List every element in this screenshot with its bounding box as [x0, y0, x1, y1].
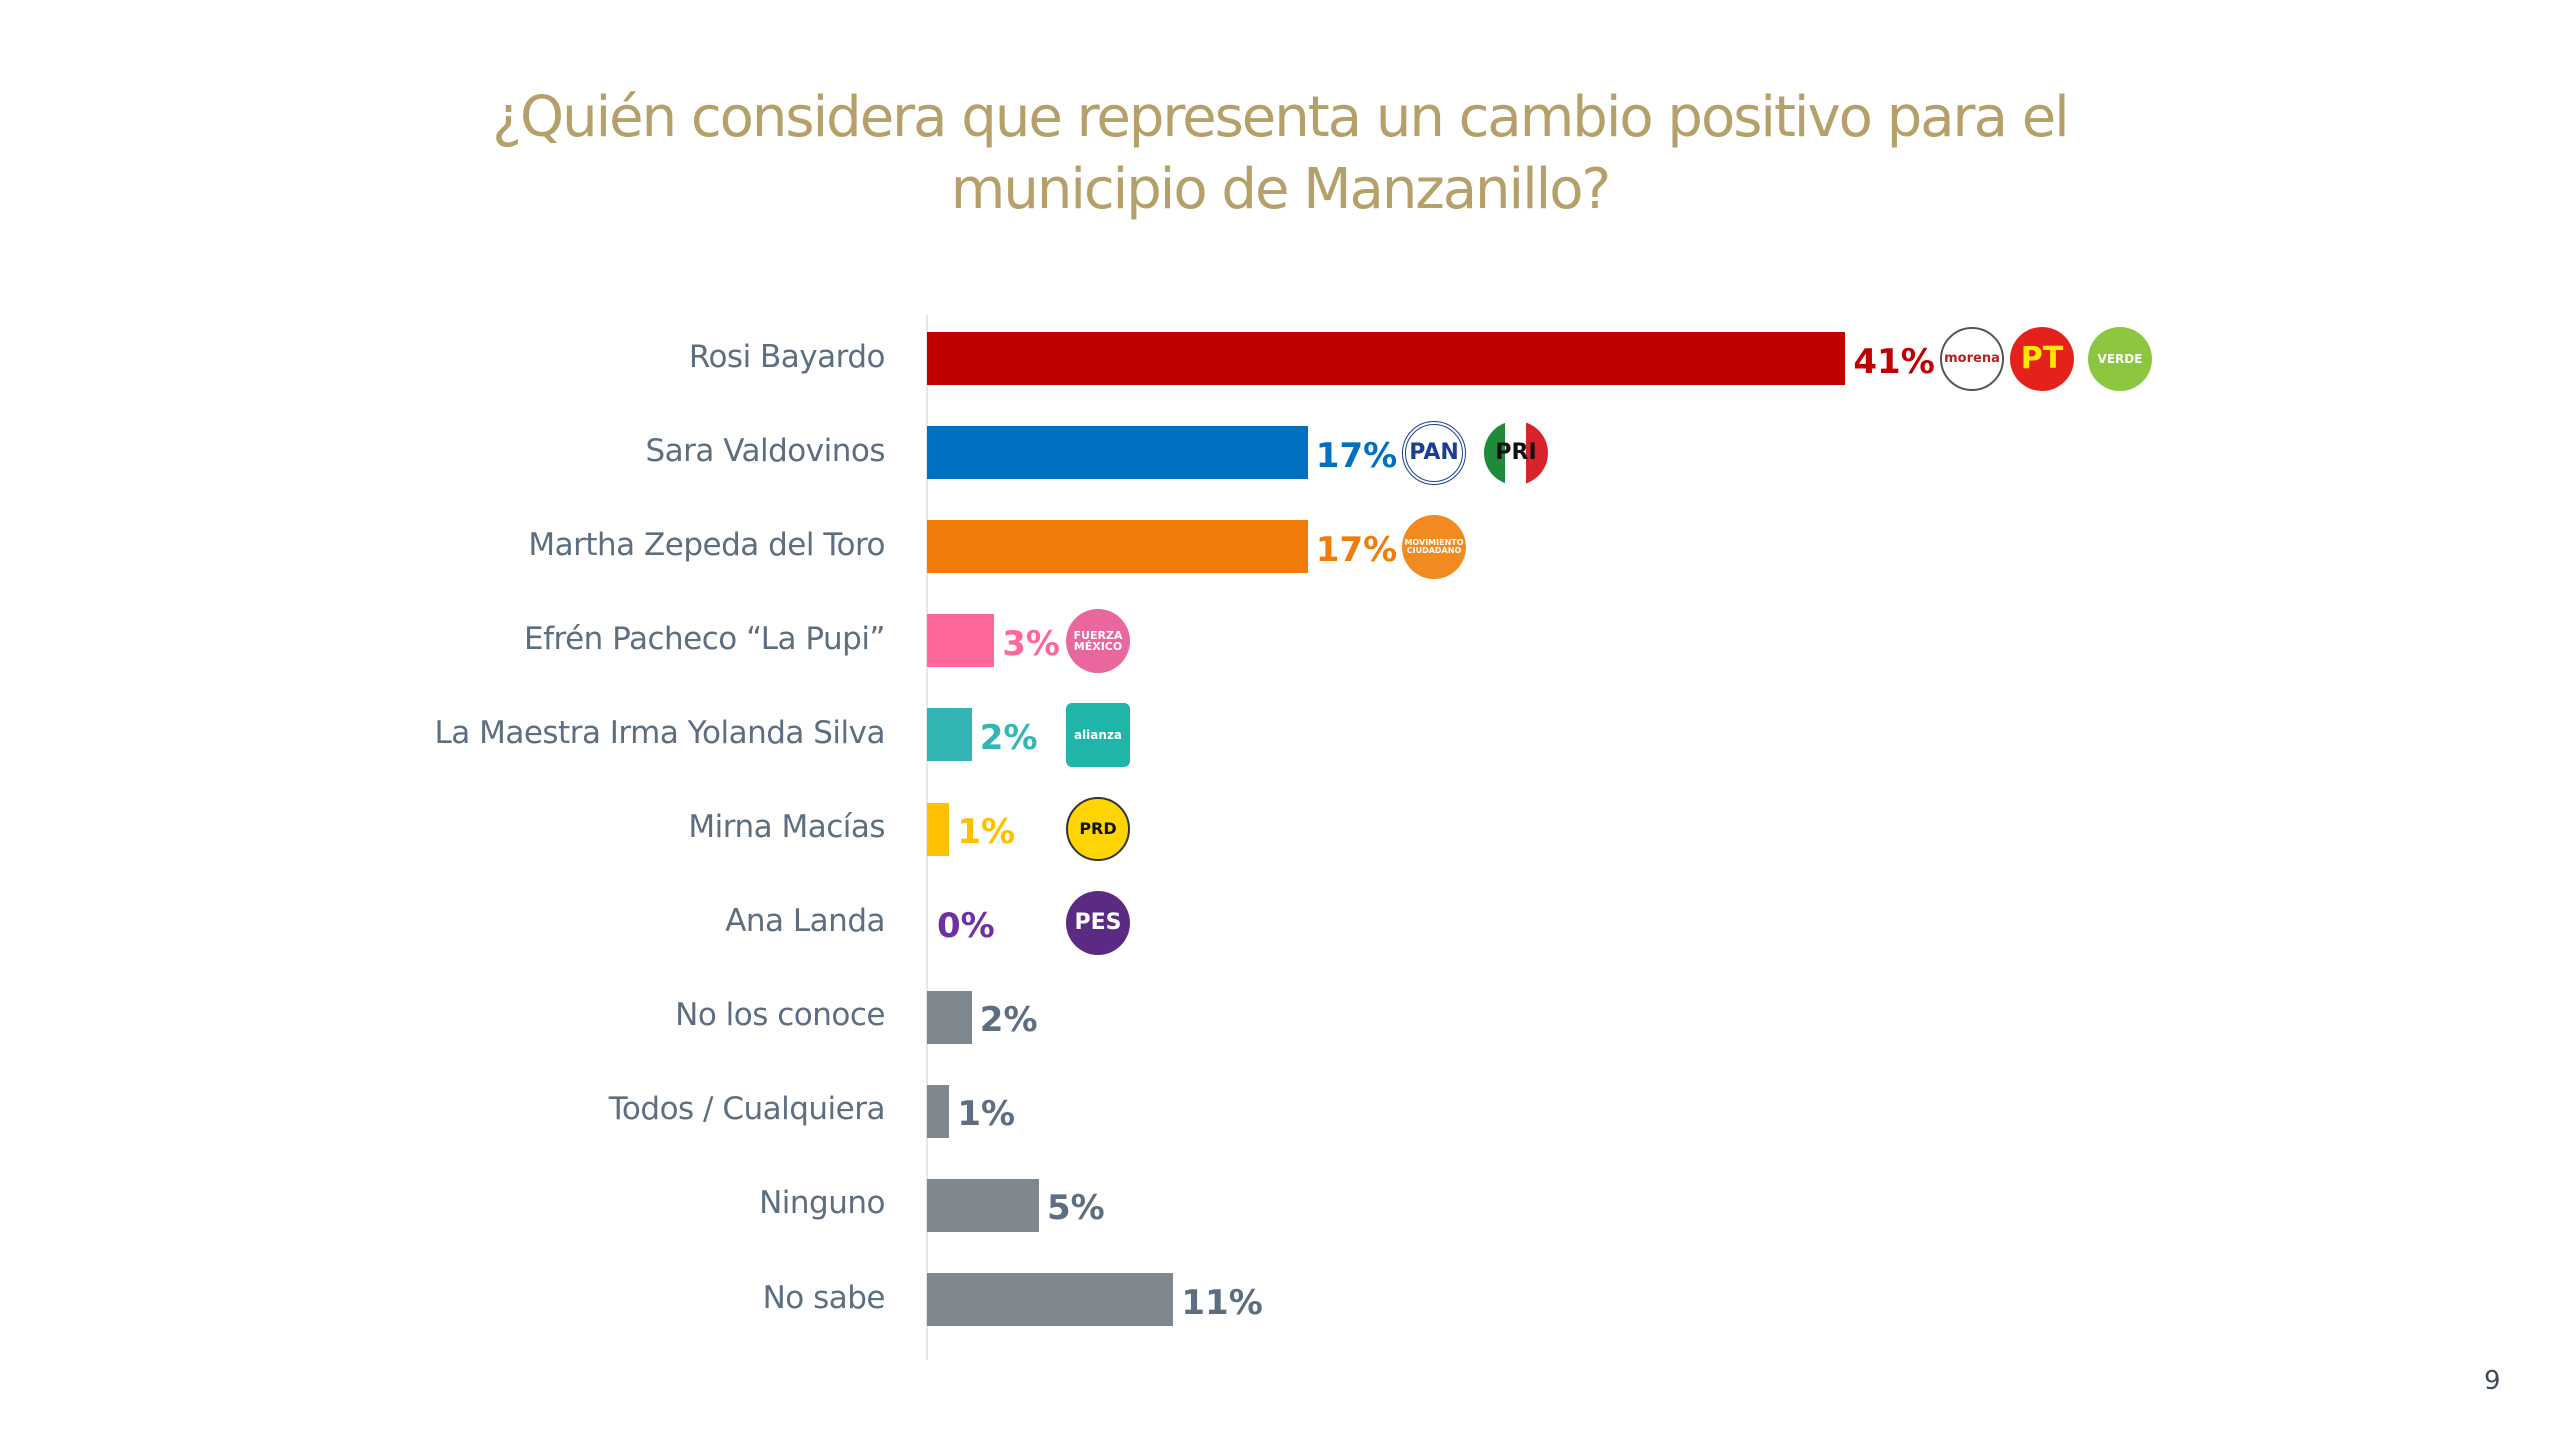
data-label: 0%: [937, 906, 995, 947]
bar: [927, 520, 1308, 574]
nueva-alianza-logo-icon: alianza: [1066, 702, 1130, 767]
bar: [927, 426, 1308, 480]
data-label: 17%: [1315, 529, 1398, 570]
category-label: Ninguno: [759, 1185, 885, 1222]
data-label: 41%: [1853, 341, 1935, 382]
bar: [927, 708, 972, 762]
bar: [927, 1273, 1174, 1326]
fuerza-m-xico-logo-icon: FUERZA MÉXICO: [1066, 608, 1130, 673]
morena-logo-icon: morena: [1940, 326, 2004, 391]
chart-title-line-1: ¿Quién considera que representa un cambi…: [492, 85, 2069, 150]
category-label: Ana Landa: [725, 903, 885, 940]
data-label: 11%: [1181, 1282, 1263, 1323]
data-label: 3%: [1002, 623, 1060, 664]
page-number: 9: [2484, 1366, 2501, 1396]
category-label: Sara Valdovinos: [645, 432, 885, 469]
bar: [927, 1084, 950, 1138]
category-label: Todos / Cualquiera: [608, 1091, 886, 1128]
category-label: Mirna Macías: [688, 809, 885, 845]
bar: [927, 332, 1846, 385]
category-label: Martha Zepeda del Toro: [528, 526, 885, 563]
category-label: No sabe: [762, 1279, 886, 1316]
category-label: Rosi Bayardo: [688, 338, 886, 375]
bar: [927, 1178, 1039, 1232]
data-label: 1%: [957, 1094, 1016, 1135]
data-label: 1%: [957, 812, 1016, 852]
data-label: 17%: [1315, 435, 1398, 476]
chart-title-line-2: municipio de Manzanillo?: [950, 157, 1611, 222]
bar: [927, 802, 950, 856]
data-label: 2%: [979, 717, 1038, 758]
pan-logo-icon: PAN: [1402, 420, 1466, 485]
pes-logo-icon: PES: [1066, 891, 1130, 956]
pri-logo-icon: PRI: [1484, 420, 1548, 485]
data-label: 2%: [979, 1000, 1038, 1041]
bar: [927, 990, 972, 1044]
category-label: La Maestra Irma Yolanda Silva: [434, 714, 885, 751]
chart-title: ¿Quién considera que representa un cambi…: [0, 82, 2560, 226]
bar: [927, 614, 995, 668]
data-label: 5%: [1047, 1188, 1105, 1229]
category-label: Efrén Pacheco “La Pupi”: [524, 620, 885, 657]
movimiento-ciudadano-logo-icon: MOVIMIENTO CIUDADANO: [1402, 514, 1466, 579]
prd-logo-icon: PRD: [1066, 797, 1130, 861]
pt-logo-icon: PT: [2010, 326, 2074, 391]
verde-logo-icon: VERDE: [2088, 326, 2152, 391]
category-label: No los conoce: [675, 997, 885, 1034]
